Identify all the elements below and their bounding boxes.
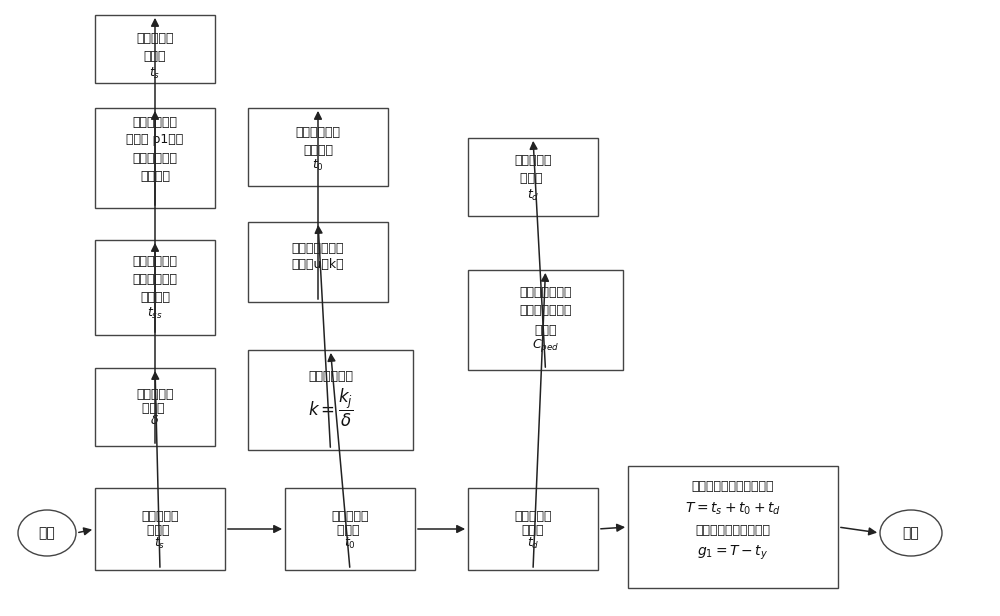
Text: 计算行人过街基: 计算行人过街基 <box>292 241 344 254</box>
Bar <box>468 488 598 570</box>
Text: $t_d$: $t_d$ <box>527 535 539 551</box>
Text: 计算非绿灯期: 计算非绿灯期 <box>132 255 178 268</box>
Text: 确定基本穿: 确定基本穿 <box>331 511 369 524</box>
Text: 计算人行横道目: 计算人行横道目 <box>519 285 572 299</box>
Ellipse shape <box>18 510 76 556</box>
Text: $t_0$: $t_0$ <box>312 158 324 172</box>
Bar <box>95 488 225 570</box>
Text: 法获得）: 法获得） <box>140 169 170 182</box>
Text: 纳能力: 纳能力 <box>534 323 557 336</box>
Text: 误时间: 误时间 <box>520 172 546 185</box>
Text: $t_d$: $t_d$ <box>527 187 539 203</box>
Text: 误时间: 误时间 <box>522 524 544 538</box>
Bar <box>468 270 623 370</box>
Text: 确定阻滞延: 确定阻滞延 <box>514 511 552 524</box>
Bar <box>95 108 215 208</box>
Text: $t_s$: $t_s$ <box>149 65 161 81</box>
Text: 计算阻滞延: 计算阻滞延 <box>514 155 552 168</box>
Text: $t_s$: $t_s$ <box>154 535 166 551</box>
Text: 离散时间: 离散时间 <box>140 291 170 304</box>
Text: $t_{ss}$: $t_{ss}$ <box>147 306 163 321</box>
Text: 采用人工观测: 采用人工观测 <box>132 152 178 164</box>
Text: 散时间: 散时间 <box>144 51 166 63</box>
Bar <box>95 15 215 83</box>
Text: 计算人群消: 计算人群消 <box>136 33 174 46</box>
Text: 计算人群中行: 计算人群中行 <box>132 116 178 129</box>
Text: 结束: 结束 <box>903 526 919 540</box>
Text: 越时间: 越时间 <box>337 524 363 538</box>
Text: 散时间: 散时间 <box>147 524 173 538</box>
Text: 穿越时间: 穿越时间 <box>303 145 333 158</box>
Text: 计算行人横: 计算行人横 <box>136 389 174 402</box>
Text: 确定人群消: 确定人群消 <box>141 511 179 524</box>
Text: 和优化的行人绿灯时间: 和优化的行人绿灯时间 <box>696 524 770 538</box>
Text: $C_{ped}$: $C_{ped}$ <box>532 338 559 354</box>
Text: 开始: 开始 <box>39 526 55 540</box>
Text: 向距离: 向距离 <box>142 402 168 416</box>
Text: 标方向的实际容: 标方向的实际容 <box>519 304 572 317</box>
Text: 计算行人基本: 计算行人基本 <box>296 126 340 139</box>
Text: 人数量 p1（或: 人数量 p1（或 <box>126 134 184 147</box>
Bar <box>95 368 215 446</box>
Bar <box>468 138 598 216</box>
Text: $t_0$: $t_0$ <box>344 535 356 551</box>
Text: 本速度u（k）: 本速度u（k） <box>292 257 344 270</box>
Bar <box>628 466 838 588</box>
Text: 得到优化的人群过街时间: 得到优化的人群过街时间 <box>692 480 774 493</box>
Ellipse shape <box>880 510 942 556</box>
Bar <box>285 488 415 570</box>
Text: $k = \dfrac{k_j}{\delta}$: $k = \dfrac{k_j}{\delta}$ <box>308 387 353 429</box>
Text: $g_1 = T - t_y$: $g_1 = T - t_y$ <box>697 544 769 562</box>
Text: $T = t_s + t_0 + t_d$: $T = t_s + t_0 + t_d$ <box>685 501 781 517</box>
Bar <box>248 350 413 450</box>
Bar <box>248 222 388 302</box>
Text: 计算行人密度: 计算行人密度 <box>308 370 353 383</box>
Text: $\delta$: $\delta$ <box>150 415 160 428</box>
Text: 间积累的行人: 间积累的行人 <box>132 273 178 286</box>
Bar <box>248 108 388 186</box>
Bar <box>95 240 215 335</box>
